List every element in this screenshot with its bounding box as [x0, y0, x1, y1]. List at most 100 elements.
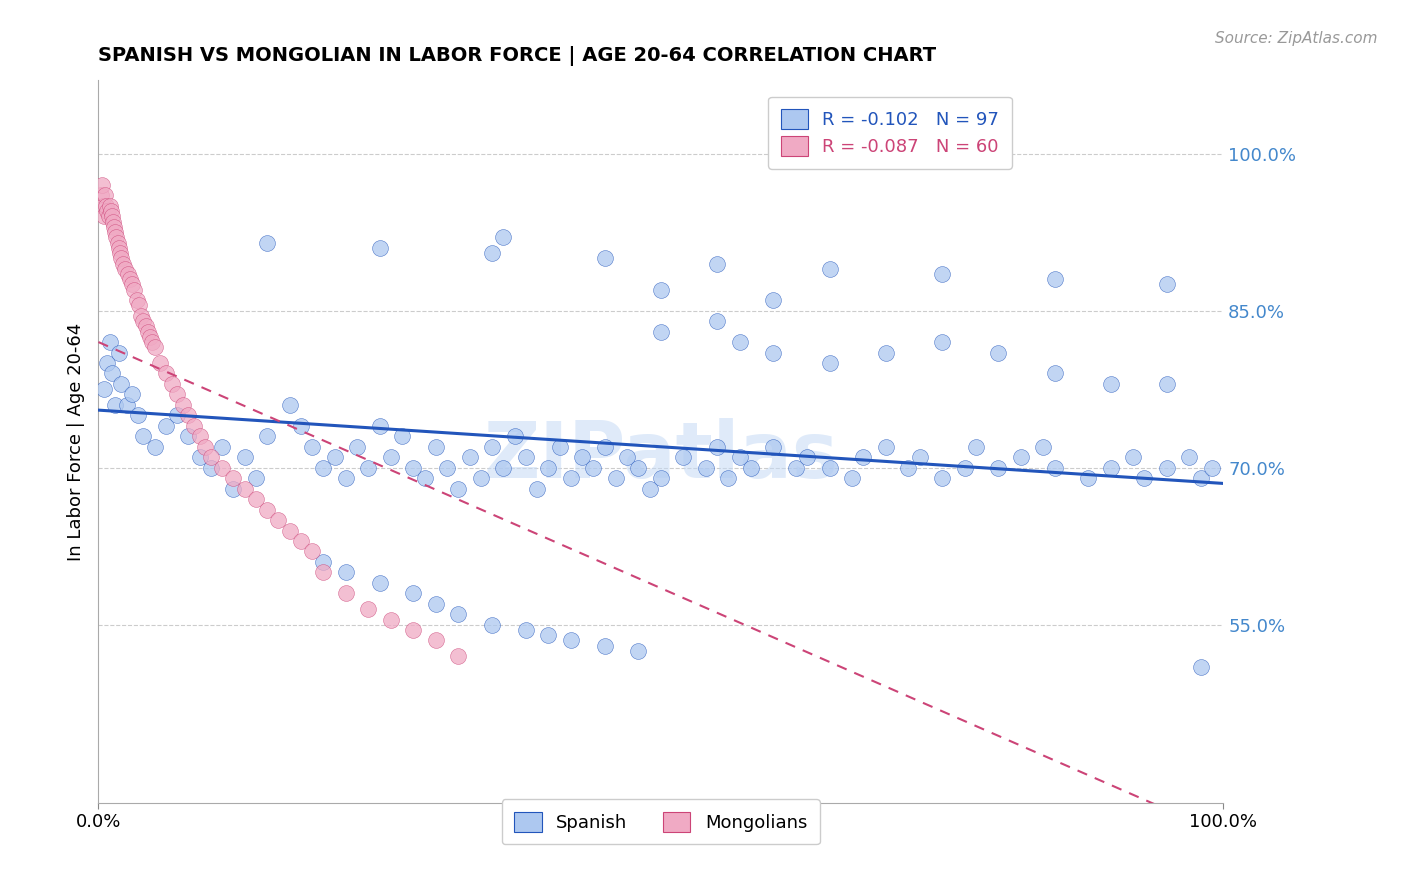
Point [115, 398, 138, 412]
Point [931, 334, 953, 349]
Point [481, 246, 503, 260]
Point [301, 440, 323, 454]
Point [141, 334, 163, 349]
Point [194, 440, 217, 454]
Point [107, 235, 129, 250]
Point [1043, 460, 1066, 475]
Point [368, 418, 391, 433]
Point [172, 398, 194, 412]
Text: SPANISH VS MONGOLIAN IN LABOR FORCE | AGE 20-64 CORRELATION CHART: SPANISH VS MONGOLIAN IN LABOR FORCE | AG… [98, 45, 936, 66]
Point [139, 330, 162, 344]
Point [1156, 460, 1178, 475]
Point [875, 440, 897, 454]
Point [335, 566, 357, 580]
Point [1189, 471, 1212, 485]
Point [728, 334, 751, 349]
Point [650, 283, 672, 297]
Point [706, 256, 728, 270]
Point [312, 566, 335, 580]
Point [875, 345, 897, 359]
Point [1178, 450, 1201, 465]
Point [492, 230, 515, 244]
Point [706, 440, 728, 454]
Point [105, 230, 128, 244]
Point [166, 409, 188, 423]
Point [762, 440, 785, 454]
Point [447, 482, 470, 496]
Point [1077, 471, 1099, 485]
Point [155, 418, 177, 433]
Point [1010, 450, 1032, 465]
Point [908, 450, 931, 465]
Point [200, 450, 222, 465]
Y-axis label: In Labor Force | Age 20-64: In Labor Force | Age 20-64 [66, 322, 84, 561]
Point [515, 450, 537, 465]
Point [177, 409, 200, 423]
Point [616, 450, 638, 465]
Point [143, 340, 166, 354]
Point [177, 429, 200, 443]
Point [1099, 376, 1122, 391]
Point [762, 345, 785, 359]
Point [1189, 659, 1212, 673]
Text: Source: ZipAtlas.com: Source: ZipAtlas.com [1215, 31, 1378, 46]
Point [425, 440, 447, 454]
Point [571, 450, 593, 465]
Point [1156, 376, 1178, 391]
Point [740, 460, 762, 475]
Legend: Spanish, Mongolians: Spanish, Mongolians [502, 799, 820, 845]
Point [107, 241, 129, 255]
Point [97, 210, 120, 224]
Point [1043, 272, 1066, 286]
Point [160, 376, 183, 391]
Point [107, 345, 129, 359]
Point [132, 314, 155, 328]
Point [245, 492, 267, 507]
Point [312, 460, 335, 475]
Point [818, 356, 841, 370]
Point [593, 252, 616, 266]
Point [93, 210, 115, 224]
Point [931, 471, 953, 485]
Point [548, 440, 571, 454]
Point [155, 367, 177, 381]
Point [796, 450, 818, 465]
Point [124, 283, 146, 297]
Point [188, 450, 211, 465]
Point [256, 502, 278, 516]
Point [481, 617, 503, 632]
Point [233, 450, 256, 465]
Point [183, 418, 205, 433]
Point [103, 219, 125, 234]
Point [852, 450, 875, 465]
Point [1032, 440, 1054, 454]
Point [121, 387, 143, 401]
Point [245, 471, 267, 485]
Point [447, 649, 470, 664]
Point [391, 429, 413, 443]
Point [1099, 460, 1122, 475]
Point [121, 277, 143, 292]
Point [117, 267, 139, 281]
Point [1201, 460, 1223, 475]
Point [233, 482, 256, 496]
Point [301, 544, 323, 558]
Point [101, 367, 124, 381]
Point [503, 429, 526, 443]
Point [323, 450, 346, 465]
Point [368, 241, 391, 255]
Point [357, 460, 380, 475]
Point [94, 188, 117, 202]
Point [425, 597, 447, 611]
Point [127, 409, 149, 423]
Text: ZIPatlas: ZIPatlas [484, 418, 838, 494]
Point [143, 440, 166, 454]
Point [526, 482, 548, 496]
Point [627, 644, 650, 658]
Point [90, 188, 112, 202]
Point [129, 309, 152, 323]
Point [492, 460, 515, 475]
Point [515, 623, 537, 637]
Point [211, 460, 233, 475]
Point [627, 460, 650, 475]
